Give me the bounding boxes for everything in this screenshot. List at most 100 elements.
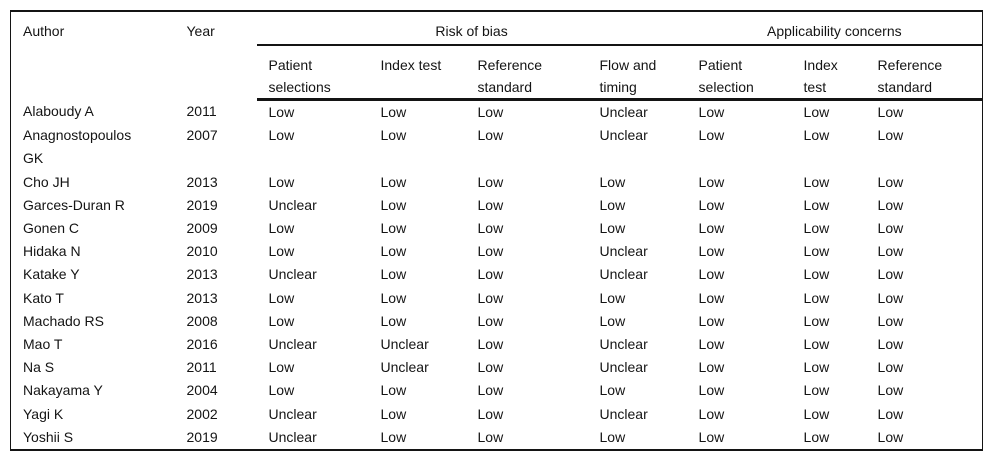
rob-flow-timing-cell: Unclear bbox=[599, 243, 648, 260]
table-row: Anagnostopoulos GK 2007 Low Low Low Unclear Lo… bbox=[11, 124, 983, 170]
rob-reference-standard-cell: Low bbox=[477, 405, 504, 422]
ac-reference-standard-cell: Low bbox=[877, 382, 904, 399]
rob-reference-standard-cell: Low bbox=[477, 243, 504, 260]
ac-index-test-cell: Low bbox=[803, 336, 830, 353]
rob-index-test-cell: Unclear bbox=[380, 359, 429, 376]
ac-index-test-cell: Low bbox=[803, 289, 830, 306]
rob-flow-timing-cell: Unclear bbox=[599, 405, 648, 422]
ac-index-test-cell: Low bbox=[803, 405, 830, 422]
rob-index-test-cell: Low bbox=[380, 312, 407, 329]
ac-patient-selection-cell: Low bbox=[698, 266, 725, 283]
rob-patient-selection-cell: Low bbox=[268, 127, 295, 144]
rob-patient-selection-cell: Low bbox=[268, 382, 295, 399]
ac-patient-selection-cell: Low bbox=[698, 359, 725, 376]
ac-index-test-cell: Low bbox=[803, 266, 830, 283]
rob-index-test-header: Index test bbox=[368, 45, 466, 101]
ac-patient-selection-cell: Low bbox=[698, 196, 725, 213]
ac-index-test-cell: Low bbox=[803, 243, 830, 260]
rob-index-test-cell: Low bbox=[380, 127, 407, 144]
rob-reference-standard-cell: Low bbox=[477, 266, 504, 283]
rob-patient-selection-cell: Unclear bbox=[268, 196, 317, 213]
year-cell: 2013 bbox=[186, 266, 218, 283]
ac-patient-selection-cell: Low bbox=[698, 104, 725, 120]
ac-index-test-cell: Low bbox=[803, 382, 830, 399]
author-cell: Gonen C bbox=[23, 220, 80, 237]
year-cell: 2013 bbox=[186, 173, 218, 190]
table-row: Mao T 2016 Unclear Unclear Low Unclear Low Low L… bbox=[11, 333, 983, 356]
ac-patient-selection-header: Patient selection bbox=[686, 45, 792, 101]
ac-index-test-cell: Low bbox=[803, 428, 830, 445]
rob-index-test-cell: Low bbox=[380, 405, 407, 422]
table-row: Machado RS 2008 Low Low Low Low Low Low Low bbox=[11, 310, 983, 333]
rob-flow-timing-cell: Unclear bbox=[599, 127, 648, 144]
author-cell: Hidaka N bbox=[23, 243, 81, 260]
rob-flow-timing-cell: Low bbox=[599, 312, 626, 329]
ac-reference-standard-header: Reference standard bbox=[865, 45, 983, 101]
rob-reference-standard-cell: Low bbox=[477, 127, 504, 144]
rob-reference-standard-cell: Low bbox=[477, 220, 504, 237]
rob-flow-timing-cell: Unclear bbox=[599, 266, 648, 283]
table-row: Yoshii S 2019 Unclear Low Low Low Low Low Low bbox=[11, 426, 983, 450]
ac-patient-selection-cell: Low bbox=[698, 127, 725, 144]
rob-patient-selection-cell: Low bbox=[268, 220, 295, 237]
rob-patient-selection-cell: Unclear bbox=[268, 405, 317, 422]
ac-patient-selection-cell: Low bbox=[698, 405, 725, 422]
ac-reference-standard-cell: Low bbox=[877, 289, 904, 306]
rob-flow-timing-header: Flow and timing bbox=[587, 45, 687, 101]
ac-index-test-cell: Low bbox=[803, 220, 830, 237]
header-subcolumn-row: Patient selections Index test Reference … bbox=[11, 45, 983, 101]
rob-flow-timing-cell: Unclear bbox=[599, 359, 648, 376]
rob-reference-standard-cell: Low bbox=[477, 382, 504, 399]
ac-patient-selection-cell: Low bbox=[698, 312, 725, 329]
rob-index-test-cell: Low bbox=[380, 173, 407, 190]
author-cell: Alaboudy A bbox=[23, 102, 94, 119]
ac-reference-standard-cell: Low bbox=[877, 173, 904, 190]
rob-reference-standard-cell: Low bbox=[477, 359, 504, 376]
rob-patient-selection-cell: Low bbox=[268, 104, 295, 120]
rob-index-test-cell: Low bbox=[380, 428, 407, 445]
rob-index-test-cell: Low bbox=[380, 220, 407, 237]
table-row: Katake Y 2013 Unclear Low Low Unclear Low Low Lo… bbox=[11, 263, 983, 286]
table-row: Garces-Duran R 2019 Unclear Low Low Low Low Low… bbox=[11, 194, 983, 217]
author-cell: Yagi K bbox=[23, 405, 64, 422]
ac-reference-standard-cell: Low bbox=[877, 243, 904, 260]
ac-reference-standard-cell: Low bbox=[877, 220, 904, 237]
rob-index-test-cell: Low bbox=[380, 104, 407, 120]
ac-patient-selection-cell: Low bbox=[698, 289, 725, 306]
rob-patient-selection-cell: Low bbox=[268, 173, 295, 190]
author-cell: Katake Y bbox=[23, 266, 80, 283]
rob-index-test-cell: Low bbox=[380, 243, 407, 260]
rob-flow-timing-cell: Low bbox=[599, 173, 626, 190]
author-cell: Na S bbox=[23, 359, 55, 376]
ac-reference-standard-cell: Low bbox=[877, 405, 904, 422]
author-cell: Garces-Duran R bbox=[23, 196, 125, 213]
author-cell: Machado RS bbox=[23, 312, 104, 329]
author-column-header: Author bbox=[23, 23, 65, 39]
table-row: Na S 2011 Low Unclear Low Unclear Low Low Low bbox=[11, 356, 983, 379]
author-cell: Anagnostopoulos GK bbox=[23, 127, 132, 167]
risk-of-bias-table: Author Year Risk of bias Applicability c… bbox=[10, 10, 984, 452]
ac-patient-selection-cell: Low bbox=[698, 220, 725, 237]
rob-reference-standard-header: Reference standard bbox=[465, 45, 588, 101]
rob-patient-selection-cell: Unclear bbox=[268, 266, 317, 283]
rob-index-test-cell: Low bbox=[380, 196, 407, 213]
rob-flow-timing-cell: Low bbox=[599, 196, 626, 213]
author-cell: Yoshii S bbox=[23, 428, 74, 445]
rob-patient-selection-header: Patient selections bbox=[256, 45, 369, 101]
year-cell: 2010 bbox=[186, 243, 218, 260]
rob-patient-selection-cell: Low bbox=[268, 312, 295, 329]
year-cell: 2009 bbox=[186, 220, 218, 237]
author-cell: Nakayama Y bbox=[23, 382, 103, 399]
author-cell: Mao T bbox=[23, 336, 63, 353]
ac-index-test-cell: Low bbox=[803, 312, 830, 329]
ac-reference-standard-cell: Low bbox=[877, 359, 904, 376]
rob-index-test-cell: Low bbox=[380, 289, 407, 306]
ac-patient-selection-cell: Low bbox=[698, 336, 725, 353]
ac-index-test-header: Index test bbox=[791, 45, 866, 101]
rob-reference-standard-cell: Low bbox=[477, 289, 504, 306]
rob-flow-timing-cell: Low bbox=[599, 289, 626, 306]
table-row: Hidaka N 2010 Low Low Low Unclear Low Low Low bbox=[11, 240, 983, 263]
ac-reference-standard-cell: Low bbox=[877, 428, 904, 445]
rob-reference-standard-cell: Low bbox=[477, 428, 504, 445]
year-cell: 2004 bbox=[186, 382, 218, 399]
